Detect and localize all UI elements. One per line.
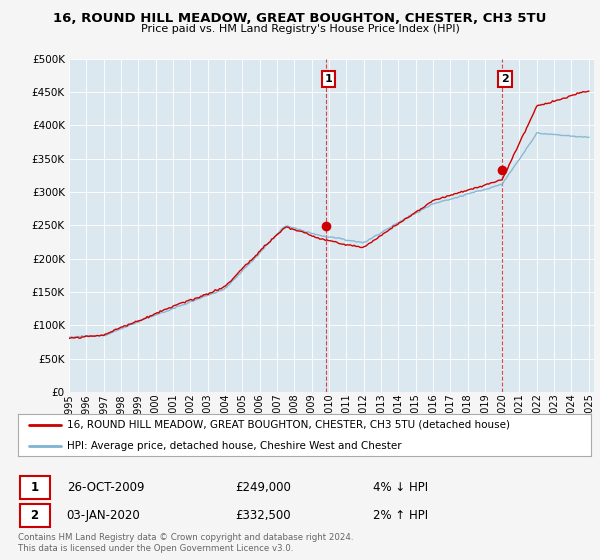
Text: 2% ↑ HPI: 2% ↑ HPI: [373, 508, 428, 522]
FancyBboxPatch shape: [20, 503, 50, 527]
Text: 1: 1: [31, 480, 38, 494]
Text: £332,500: £332,500: [236, 508, 292, 522]
Text: 26-OCT-2009: 26-OCT-2009: [67, 480, 144, 494]
Text: 03-JAN-2020: 03-JAN-2020: [67, 508, 140, 522]
Text: Price paid vs. HM Land Registry's House Price Index (HPI): Price paid vs. HM Land Registry's House …: [140, 24, 460, 34]
Text: £249,000: £249,000: [236, 480, 292, 494]
Text: 1: 1: [325, 74, 332, 84]
Text: 2: 2: [501, 74, 509, 84]
Text: Contains HM Land Registry data © Crown copyright and database right 2024.
This d: Contains HM Land Registry data © Crown c…: [18, 533, 353, 553]
FancyBboxPatch shape: [20, 475, 50, 499]
Text: 16, ROUND HILL MEADOW, GREAT BOUGHTON, CHESTER, CH3 5TU (detached house): 16, ROUND HILL MEADOW, GREAT BOUGHTON, C…: [67, 420, 510, 430]
Text: 2: 2: [31, 508, 38, 522]
Text: HPI: Average price, detached house, Cheshire West and Chester: HPI: Average price, detached house, Ches…: [67, 441, 401, 451]
Text: 16, ROUND HILL MEADOW, GREAT BOUGHTON, CHESTER, CH3 5TU: 16, ROUND HILL MEADOW, GREAT BOUGHTON, C…: [53, 12, 547, 25]
Text: 4% ↓ HPI: 4% ↓ HPI: [373, 480, 428, 494]
